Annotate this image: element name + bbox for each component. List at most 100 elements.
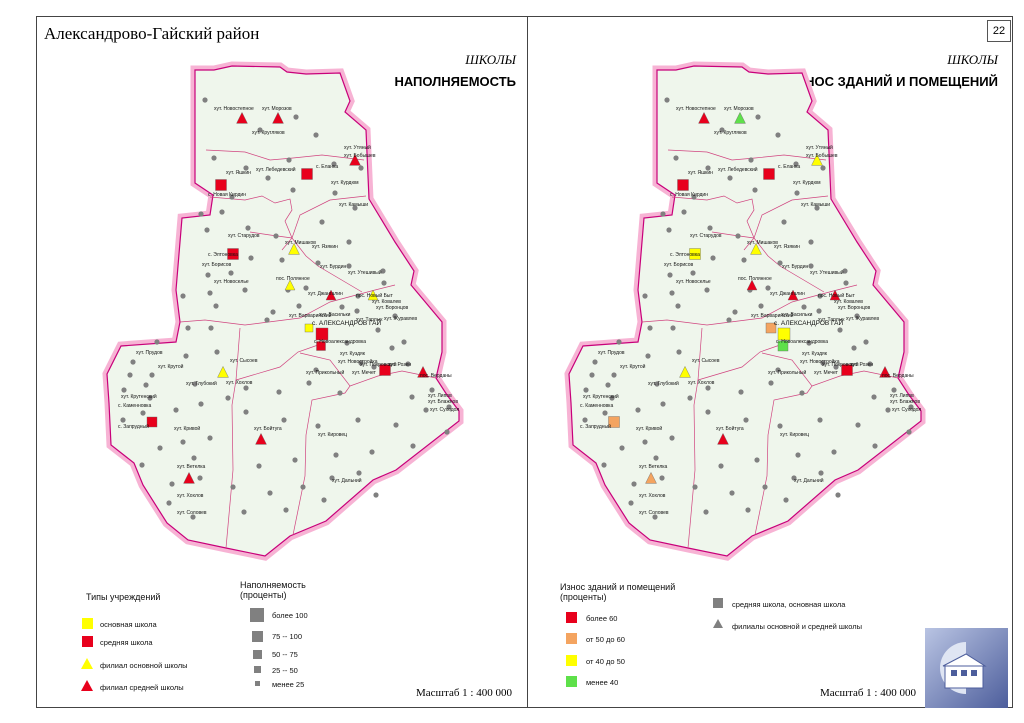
settlement-dot [659,475,665,481]
settlement-dot [831,449,837,455]
place-label-sukhov: хут. Суходол [430,407,459,413]
settlement-dot [705,385,711,391]
settlement-dot [669,290,675,296]
school-branch-marker [272,111,284,124]
settlement-dot [358,360,364,366]
place-label-dalniy: хут. Дальний [332,477,362,484]
place-label-kuzdyak: хут. Куздяк [340,351,366,357]
place-label-lipov: хут. Липов [890,393,914,399]
legend-secondary-school: средняя школа [100,638,153,647]
legend-branch-basic: филиал основной школы [100,661,188,670]
legend-fill-label-1: более 100 [272,611,308,620]
place-label-mishakov: хут. Мишаков [747,240,778,246]
school-branch-marker [679,365,691,378]
place-label-eltonovka: с. Элтоновка [208,252,238,258]
place-label-glubokiy: хут. Глубокий [186,380,217,387]
settlement-dot [758,303,764,309]
settlement-dot [265,175,271,181]
settlement-dot [369,449,375,455]
place-label-yashkin: хут. Яшкин [226,170,251,176]
settlement-dot [229,194,235,200]
settlement-dot [392,313,398,319]
settlement-dot [352,205,358,211]
settlement-dot [191,455,197,461]
place-label-novostepnoe: хут. Новостепное [214,106,254,112]
place-label-bobyshev: хут. Бобышев [806,153,838,159]
settlement-dot [197,475,203,481]
settlement-dot [213,303,219,309]
school-branch-marker [879,365,891,378]
place-label-yazykov: хут. Язякин [312,244,338,250]
place-label-sysoev: хут. Сысоев [692,358,720,364]
legend-wear-title: Износ зданий и помещений (проценты) [560,582,676,602]
place-label-kruglyakov: хут. Кругляков [714,130,747,136]
settlement-dot [863,339,869,345]
settlement-dot [140,410,146,416]
place-label-elanka: с. Еланка [316,164,338,170]
school-branch-marker [829,289,841,301]
settlement-dot [371,364,377,370]
settlement-dot [707,225,713,231]
settlement-dot [582,417,588,423]
settlement-dot [286,157,292,163]
legend-basic-school: основная школа [100,620,157,629]
map2-scale: Масштаб 1 : 400 000 [820,687,916,699]
settlement-dot [660,211,666,217]
settlement-dot [727,175,733,181]
legend-wear-40-50-swatch [566,655,577,666]
place-label-mechet: хут. Мечет [352,370,377,376]
place-label-morozov: хут. Морозов [724,106,754,112]
settlement-dot [793,161,799,167]
place-label-vorontsov: хут. Воронцов [376,305,409,311]
settlement-dot [794,190,800,196]
settlement-dot [444,429,450,435]
place-label-uteshivy: хут. Утешивый [810,269,844,276]
legend-fill-size-5 [255,681,260,686]
place-label-dzhangal: хут. Джангалин [308,291,343,297]
settlement-dot [583,387,589,393]
settlement-dot [180,439,186,445]
settlement-dot [775,132,781,138]
place-label-mechet: хут. Мечет [814,370,839,376]
settlement-dot [806,340,812,346]
settlement-dot [207,435,213,441]
settlement-dot [616,339,622,345]
legend-fill-size-4 [254,666,261,673]
settlement-dot [331,161,337,167]
place-label-khokhlov: хут. Хохлов [688,380,715,386]
place-label-lebedevskiy: хут. Лебедевский [718,166,758,173]
place-label-vorontsov: хут. Воронцов [838,305,871,311]
settlement-dot [149,372,155,378]
settlement-dot [653,455,659,461]
place-label-kurdyum: хут. Курдюм [331,180,359,186]
settlement-dot [214,349,220,355]
place-label-novoaleksandrovka: с. Новоалександровка [776,339,828,345]
legend-school-symbol-label: средняя школа, основная школа [732,600,846,609]
place-label-borisov: хут. Борисов [664,262,693,268]
map1-subtitle: ШКОЛЫ [465,52,516,67]
settlement-dot [373,492,379,498]
settlement-dot [315,423,321,429]
settlement-dot [673,155,679,161]
settlement-dot [601,462,607,468]
settlement-dot [313,132,319,138]
settlement-dot [121,387,127,393]
settlement-dot [885,407,891,413]
school-branch-marker [236,111,248,124]
legend-branch-secondary-icon [81,680,93,691]
settlement-dot [654,381,660,387]
settlement-dot [833,364,839,370]
settlement-dot [647,325,653,331]
settlement-dot [409,394,415,400]
place-label-rozen: хут. Розен [388,362,411,368]
settlement-dot [808,239,814,245]
settlement-dot [799,390,805,396]
settlement-dot [356,470,362,476]
place-label-glubokiy: хут. Глубокий [648,380,679,387]
settlement-dot [205,272,211,278]
school-branch-marker [349,153,361,166]
place-label-kamennovka: с. Каменновка [118,403,151,409]
settlement-dot [329,475,335,481]
settlement-dot [276,389,282,395]
map2-title: ИЗНОС ЗДАНИЙ И ПОМЕЩЕНИЙ [787,74,998,89]
